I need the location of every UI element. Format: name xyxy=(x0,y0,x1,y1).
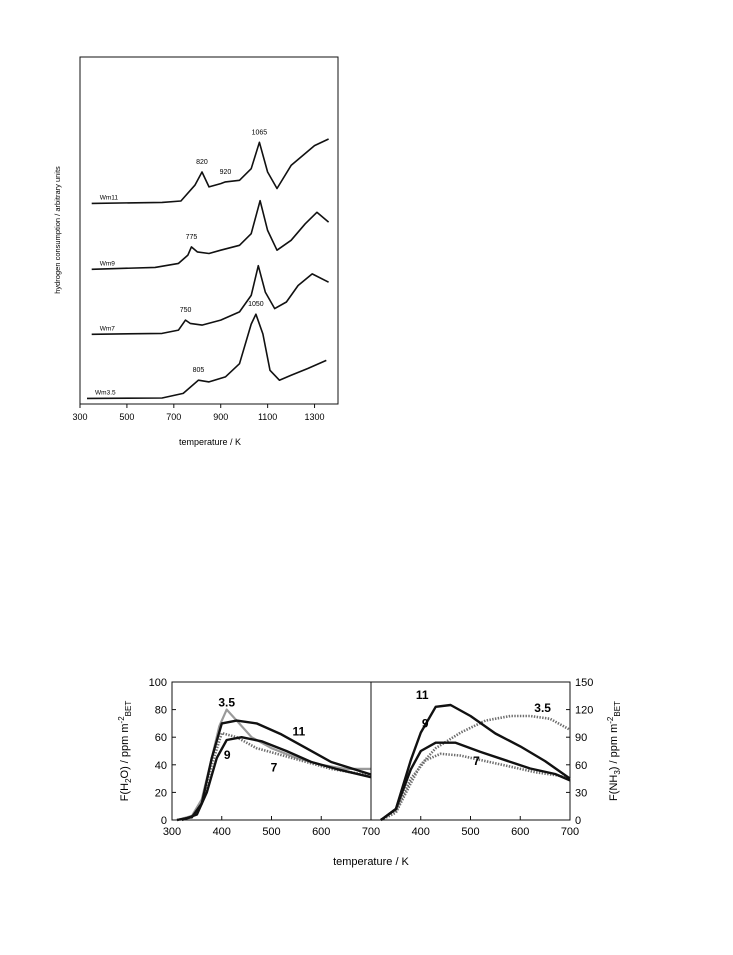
h2o-chart: 300 400 500 600 700 0 20 40 60 80 100 3.5 11 9 7 F(H… xyxy=(117,677,380,838)
tpr-x-tick-label: 1300 xyxy=(305,412,325,422)
tpr-series-group xyxy=(86,138,330,400)
h2o-y-tick-label: 0 xyxy=(161,815,167,827)
tpr-x-tick-label: 900 xyxy=(213,412,228,422)
tpr-series-label: Wm9 xyxy=(100,260,116,267)
h2o-series-label: 3.5 xyxy=(218,696,235,710)
tpr-series-line xyxy=(91,264,329,336)
tpr-peak-label: 1065 xyxy=(252,129,268,136)
nh3-series-line xyxy=(380,752,571,822)
h2o-y-tick-label: 80 xyxy=(155,705,167,717)
h2o-series-label: 11 xyxy=(293,725,306,739)
nh3-y-tick-label: 150 xyxy=(575,677,593,689)
h2o-series-group xyxy=(176,708,372,822)
tpr-x-tick-label: 1100 xyxy=(258,412,277,422)
nh3-series-line xyxy=(380,741,571,821)
h2o-y-tick-label: 100 xyxy=(149,677,167,689)
tpr-peak-label: 1050 xyxy=(248,301,264,308)
nh3-y-tick-label: 120 xyxy=(575,705,593,717)
tpr-series-line xyxy=(86,313,327,400)
tpr-peak-label: 805 xyxy=(193,367,205,374)
tpr-labels-group: Wm11 820 920 1065 Wm9 775 Wm7 750 Wm3.5 805 1050 xyxy=(95,129,267,396)
nh3-series-label: 9 xyxy=(422,716,429,730)
h2o-y-ticks: 0 20 40 60 80 100 xyxy=(149,677,176,827)
nh3-x-tick-label: 600 xyxy=(511,826,529,838)
nh3-chart: 400 500 600 700 0 30 60 90 120 150 11 9 3.5 7 F(NH3… xyxy=(370,677,622,838)
tpr-chart: 300 500 700 900 1100 1300 Wm11 820 920 1065 Wm9 77… xyxy=(53,56,339,447)
h2o-series-line xyxy=(176,719,372,822)
h2o-series-label: 9 xyxy=(224,748,231,762)
nh3-y-tick-label: 0 xyxy=(575,815,581,827)
tpr-peak-label: 820 xyxy=(196,159,208,166)
h2o-x-tick-label: 400 xyxy=(213,826,231,838)
nh3-series-line xyxy=(380,703,571,821)
tpr-series-line xyxy=(91,138,329,205)
h2o-series-label: 7 xyxy=(271,761,278,775)
tpr-x-ticks: 300 500 700 900 1100 1300 xyxy=(72,404,325,422)
tpr-peak-label: 920 xyxy=(220,169,232,176)
h2o-y-tick-label: 20 xyxy=(155,787,167,799)
tpr-x-axis-label: temperature / K xyxy=(179,437,241,447)
tpr-peak-label: 775 xyxy=(186,234,198,241)
nh3-y-ticks: 0 30 60 90 120 150 xyxy=(566,677,593,827)
h2o-y-tick-label: 40 xyxy=(155,760,167,772)
nh3-series-label: 7 xyxy=(473,754,480,768)
nh3-x-tick-label: 700 xyxy=(561,826,579,838)
h2o-x-tick-label: 500 xyxy=(262,826,280,838)
nh3-y-tick-label: 90 xyxy=(575,732,587,744)
h2o-y-tick-label: 60 xyxy=(155,732,167,744)
h2o-x-tick-label: 700 xyxy=(362,826,380,838)
nh3-series-label: 3.5 xyxy=(534,701,551,715)
nh3-series-group xyxy=(380,703,571,822)
tpr-peak-label: 750 xyxy=(180,307,192,314)
h2o-y-axis-label: F(H2O) / ppm m-2BET xyxy=(117,701,133,802)
tpr-series-label: Wm7 xyxy=(100,325,116,332)
tpr-x-tick-label: 700 xyxy=(166,412,181,422)
tpr-series-label: Wm11 xyxy=(100,194,119,201)
nh3-series-line xyxy=(380,714,571,822)
nh3-x-tick-label: 400 xyxy=(412,826,430,838)
h2o-labels-group: 3.5 11 9 7 xyxy=(218,696,305,775)
nh3-y-tick-label: 60 xyxy=(575,760,587,772)
h2o-x-ticks: 300 400 500 600 700 xyxy=(163,816,380,838)
bottom-x-axis-label: temperature / K xyxy=(333,856,409,868)
tpr-series-label: Wm3.5 xyxy=(95,389,116,396)
h2o-x-tick-label: 600 xyxy=(312,826,330,838)
tpr-series-line xyxy=(91,199,330,271)
h2o-x-tick-label: 300 xyxy=(163,826,181,838)
nh3-x-ticks: 400 500 600 700 xyxy=(370,816,579,838)
tpr-plot-frame xyxy=(79,56,339,405)
tpr-y-axis-label: hydrogen consumption / arbitrary units xyxy=(53,166,62,294)
nh3-y-tick-label: 30 xyxy=(575,787,587,799)
nh3-series-label: 11 xyxy=(416,688,429,702)
tpr-x-tick-label: 500 xyxy=(119,412,134,422)
tpr-x-tick-label: 300 xyxy=(72,412,87,422)
nh3-y-axis-label: F(NH3) / ppm m-2BET xyxy=(606,701,622,801)
nh3-labels-group: 11 9 3.5 7 xyxy=(416,688,551,768)
nh3-x-tick-label: 500 xyxy=(461,826,479,838)
